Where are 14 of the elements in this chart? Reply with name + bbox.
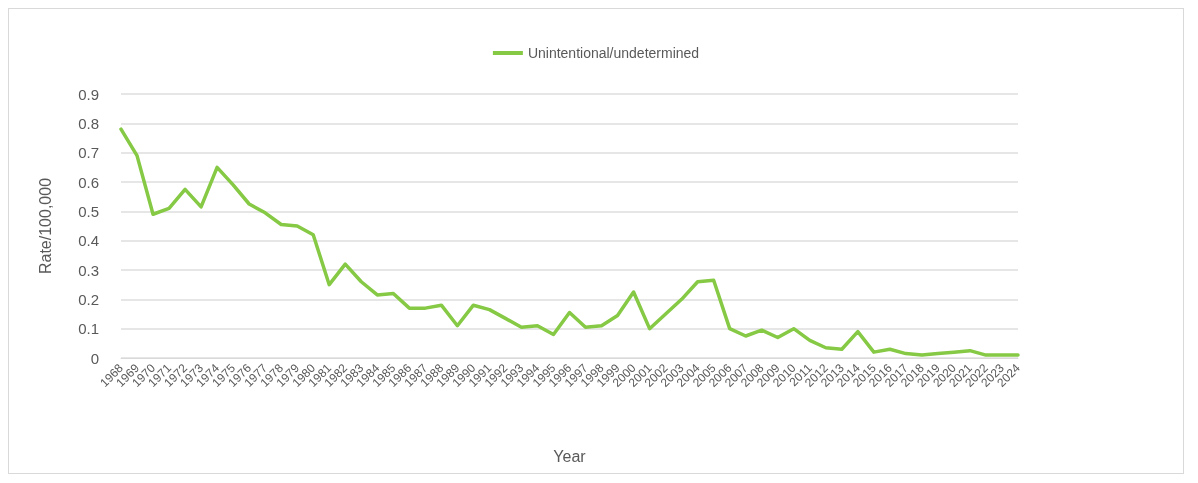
y-axis-title: Rate/100,000: [36, 177, 54, 275]
x-axis-title: Year: [553, 447, 587, 465]
legend-label: Unintentional/undetermined: [527, 45, 700, 61]
y-tick-label: 0.9: [78, 85, 99, 103]
y-tick-label: 0.8: [78, 114, 99, 132]
y-tick-label: 0.3: [78, 261, 99, 279]
y-tick-label: 0.6: [78, 173, 99, 191]
y-tick-label: 0.7: [78, 144, 99, 162]
y-tick-label: 0.2: [78, 290, 99, 308]
y-tick-label: 0.4: [78, 232, 99, 250]
y-tick-label: 0: [90, 349, 99, 367]
line-series: [119, 127, 1020, 357]
y-tick-label: 0.5: [78, 202, 99, 220]
y-tick-label: 0.1: [78, 320, 99, 338]
